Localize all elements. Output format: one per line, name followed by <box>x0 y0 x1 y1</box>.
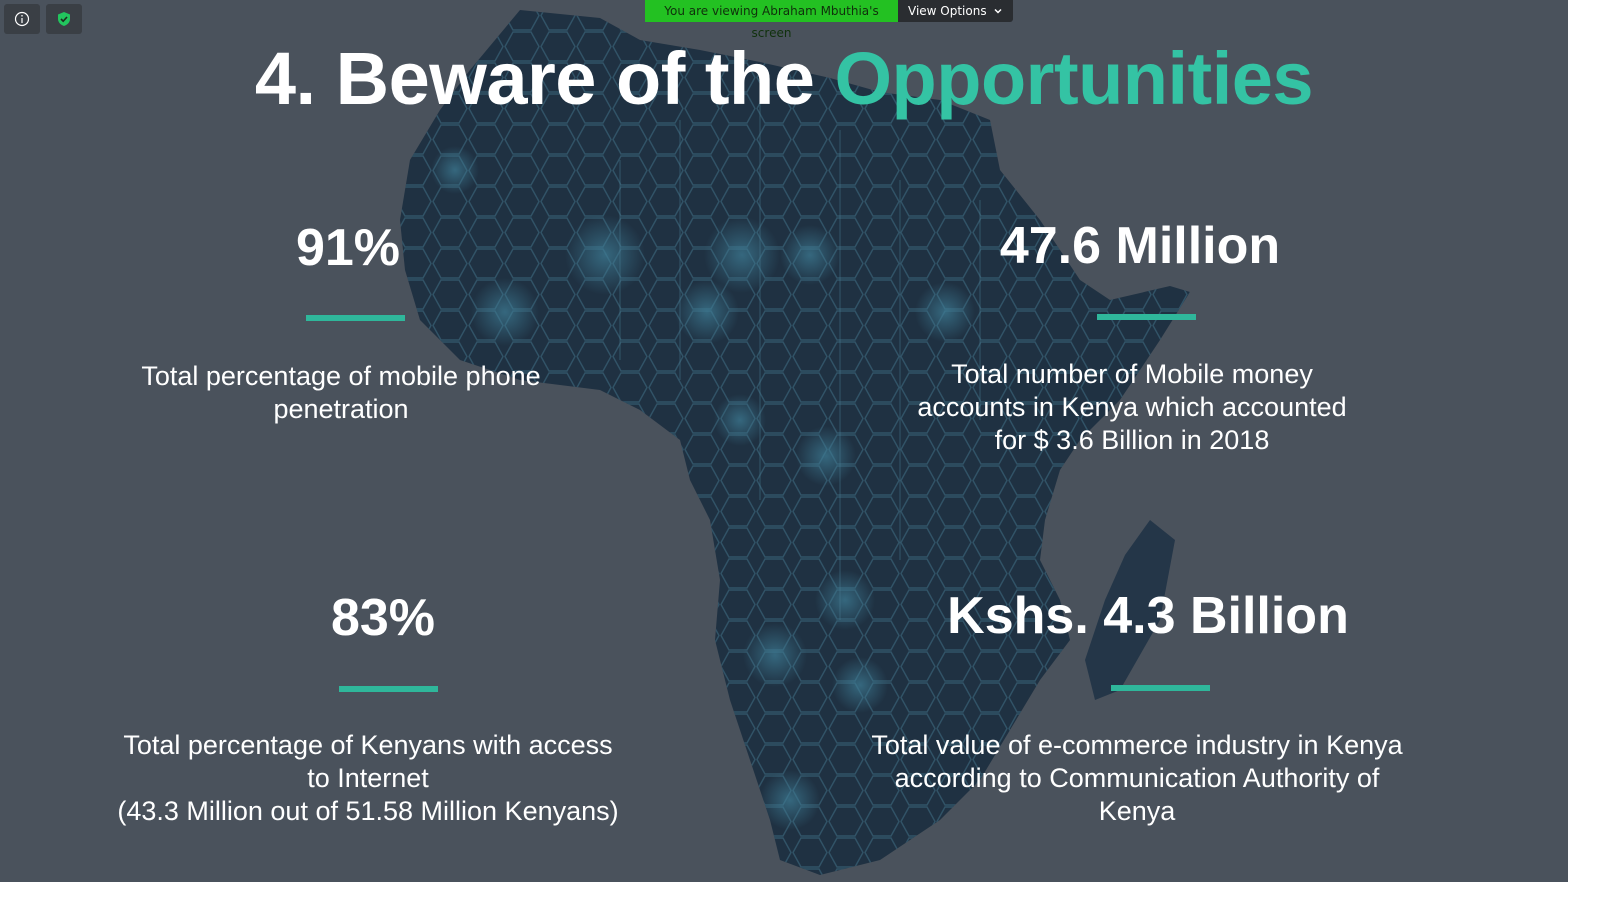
stat-divider <box>306 315 405 321</box>
desc-line: Total percentage of mobile phone <box>141 361 541 391</box>
view-options-label: View Options <box>908 4 987 18</box>
stat-desc-internet-access: Total percentage of Kenyans with access … <box>98 729 638 828</box>
slide-title: 4. Beware of the Opportunities <box>0 36 1568 121</box>
window-edge-right <box>1568 0 1600 900</box>
shield-check-icon <box>58 12 70 26</box>
africa-map-background <box>400 10 1190 875</box>
shared-screen: 4. Beware of the Opportunities 91% Total… <box>0 0 1568 882</box>
desc-line: Total percentage of Kenyans with access <box>123 730 613 760</box>
desc-line: penetration <box>273 394 409 424</box>
info-icon <box>14 11 30 27</box>
stat-desc-mobile-money: Total number of Mobile money accounts in… <box>882 358 1382 457</box>
desc-line: (43.3 Million out of 51.58 Million Kenya… <box>117 796 619 826</box>
security-button[interactable] <box>46 4 82 34</box>
desc-line: to Internet <box>307 763 429 793</box>
stat-value-ecommerce: Kshs. 4.3 Billion <box>947 587 1349 645</box>
stat-divider <box>339 686 438 692</box>
stat-divider <box>1097 314 1196 320</box>
screen-share-banner: You are viewing Abraham Mbuthia's screen… <box>645 0 1013 40</box>
desc-line: accounts in Kenya which accounted <box>917 392 1347 422</box>
window-edge-bottom <box>0 882 1568 900</box>
stat-value-mobile-money: 47.6 Million <box>999 217 1281 275</box>
title-prefix: 4. Beware of the <box>254 37 815 120</box>
stat-value-mobile-penetration: 91% <box>295 219 401 277</box>
stat-value-internet-access: 83% <box>330 589 436 647</box>
stat-desc-ecommerce: Total value of e-commerce industry in Ke… <box>857 729 1417 828</box>
desc-line: according to Communication Authority of <box>894 763 1380 793</box>
meeting-info-button[interactable] <box>4 4 40 34</box>
desc-line: Total value of e-commerce industry in Ke… <box>871 730 1403 760</box>
title-accent: Opportunities <box>834 37 1314 120</box>
chevron-down-icon <box>994 8 1002 14</box>
viewing-banner-text: You are viewing Abraham Mbuthia's screen <box>645 0 898 40</box>
stat-divider <box>1111 685 1210 691</box>
desc-line: Kenya <box>1098 796 1176 826</box>
stat-desc-mobile-penetration: Total percentage of mobile phone penetra… <box>111 360 571 426</box>
view-options-button[interactable]: View Options <box>898 0 1013 22</box>
desc-line: Total number of Mobile money <box>951 359 1313 389</box>
desc-line: for $ 3.6 Billion in 2018 <box>994 425 1270 455</box>
